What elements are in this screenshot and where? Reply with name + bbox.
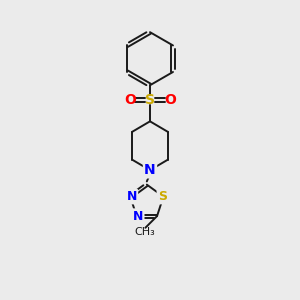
Text: S: S (145, 93, 155, 107)
Text: N: N (127, 190, 137, 203)
Text: N: N (133, 210, 143, 223)
Text: CH₃: CH₃ (134, 226, 155, 237)
Text: N: N (144, 163, 156, 177)
Text: S: S (158, 190, 167, 203)
Text: O: O (124, 93, 136, 107)
Text: O: O (164, 93, 176, 107)
